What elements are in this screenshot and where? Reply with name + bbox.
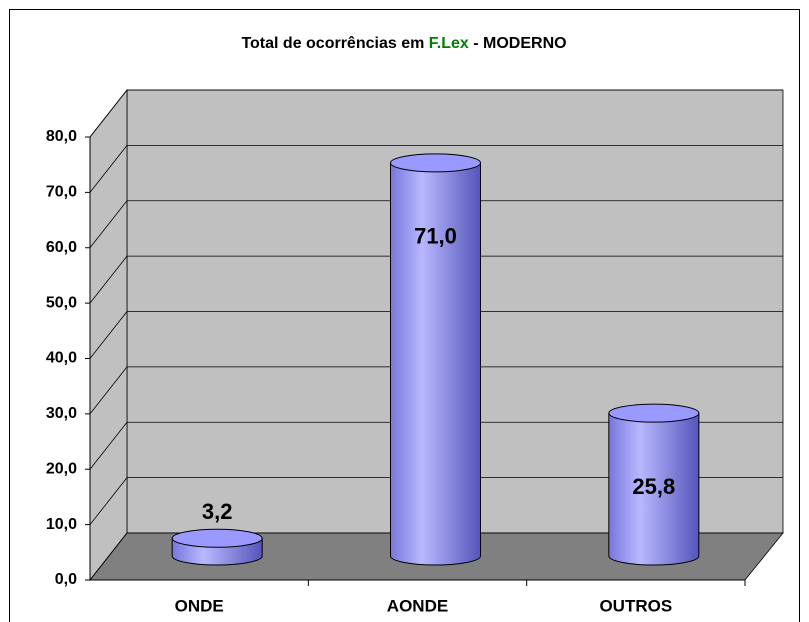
cylinder-top [171,528,263,548]
grid-line [89,311,128,359]
chart-title: Total de ocorrências em F.Lex - MODERNO [241,35,566,52]
x-tick-label: AONDE [387,596,448,615]
cylinder-top [608,403,700,423]
cylinder [608,412,700,566]
grid-line [89,145,128,193]
cylinder-top [390,153,481,173]
title-part: - MODERNO [473,35,566,52]
value-label: 25,8 [632,474,675,499]
y-tick-label: 60,0 [46,239,77,256]
title-highlight: F.Lex [429,35,469,52]
y-tick-label: 50,0 [46,294,77,311]
grid-line [89,422,128,470]
grid-line [89,255,128,304]
grid-line [89,477,128,525]
y-tick-label: 70,0 [46,184,77,201]
x-tick-label: OUTROS [599,596,672,615]
value-label: 71,0 [414,224,457,249]
y-tick-label: 40,0 [46,350,77,367]
cylinder [390,162,481,566]
value-label: 3,2 [202,499,233,524]
y-tick-label: 30,0 [46,405,77,422]
y-tick-label: 10,0 [46,516,77,533]
grid-line [89,366,128,415]
title-part: Total de ocorrências em [241,35,424,52]
y-tick-label: 20,0 [46,460,77,477]
grid-line [89,89,128,138]
y-tick-label: 0,0 [55,571,77,588]
grid-line [89,200,128,248]
x-tick-label: ONDE [175,596,224,615]
grid-line [89,532,128,581]
y-tick-label: 80,0 [46,128,77,145]
